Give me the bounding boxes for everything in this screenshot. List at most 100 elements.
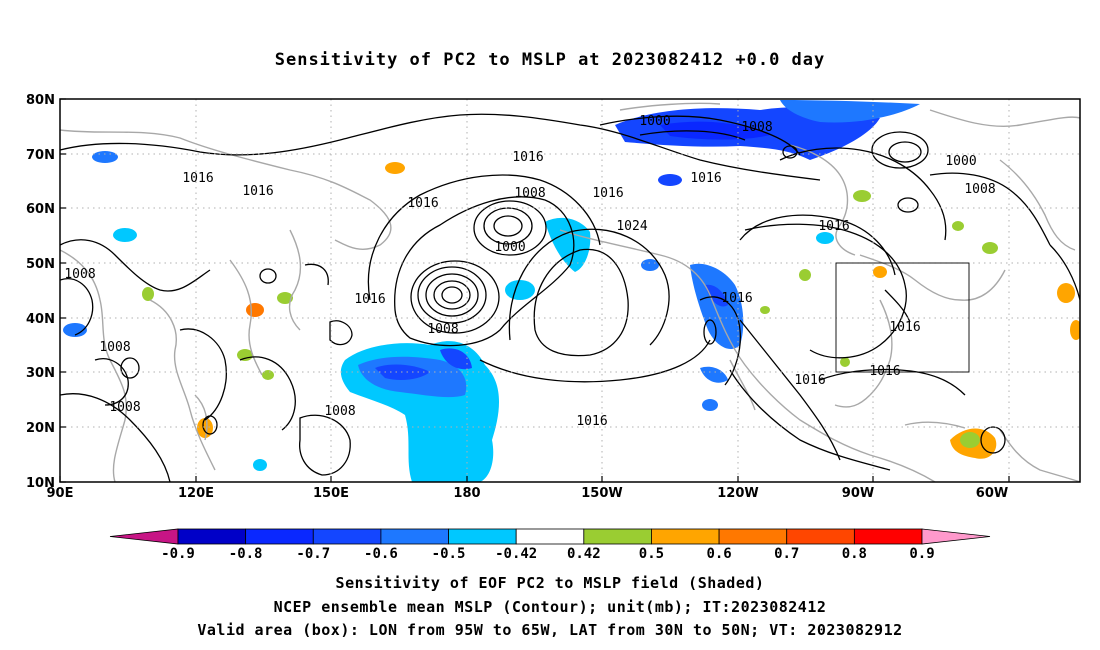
- coastlines: [60, 102, 1080, 482]
- contour-label: 1008: [109, 400, 140, 415]
- lat-label: 50N: [26, 257, 55, 272]
- lon-label: 90W: [842, 486, 874, 501]
- colorbar-swatch: [177, 528, 247, 545]
- colorbar-tick-label: -0.42: [495, 546, 537, 562]
- contour-label: 1024: [616, 219, 647, 234]
- shade-pos-2: [246, 303, 264, 317]
- contour-label: 1016: [512, 150, 543, 165]
- contour-label: 1008: [64, 267, 95, 282]
- shade-pos-14: [952, 221, 964, 231]
- shade-pos-10: [982, 242, 998, 254]
- shade-pos-11: [1057, 283, 1075, 303]
- contour-labels: 1000 1008 1016 1000 1008 1016 1016 1016 …: [64, 114, 995, 429]
- contour-label: 1000: [945, 154, 976, 169]
- shade-small-2: [113, 228, 137, 242]
- shade-pos-12: [1070, 320, 1080, 340]
- shade-arctic-north: [780, 100, 920, 123]
- contour-label: 1000: [494, 240, 525, 255]
- shade-small-6: [658, 174, 682, 186]
- shade-pos-9: [799, 269, 811, 281]
- caption-valid-area: Valid area (box): LON from 95W to 65W, L…: [197, 621, 903, 639]
- shade-pos-13: [853, 190, 871, 202]
- shade-pos-6: [237, 349, 253, 361]
- lat-label: 10N: [26, 476, 55, 491]
- shade-small-3: [63, 323, 87, 337]
- shade-pos-4: [197, 418, 213, 438]
- map-plot-area: 1000 1008 1016 1000 1008 1016 1016 1016 …: [26, 93, 1081, 501]
- colorbar-tick-label: -0.7: [296, 546, 330, 562]
- lat-label: 80N: [26, 93, 55, 108]
- colorbar: [109, 528, 991, 545]
- colorbar-tick-label: -0.8: [229, 546, 263, 562]
- contour-label: 1000: [639, 114, 670, 129]
- contour-label: 1016: [690, 171, 721, 186]
- shade-pos-18: [760, 306, 770, 314]
- lon-label: 90E: [47, 486, 74, 501]
- shade-pos-1: [385, 162, 405, 174]
- lon-label: 120E: [178, 486, 214, 501]
- shade-pos-16: [960, 432, 980, 448]
- lat-label: 20N: [26, 421, 55, 436]
- longitude-labels: 90E 120E 150E 180 150W 120W 90W 60W: [47, 486, 1009, 501]
- colorbar-swatch: [380, 528, 449, 545]
- contour-label: 1016: [794, 373, 825, 388]
- page-title: Sensitivity of PC2 to MSLP at 2023082412…: [274, 50, 826, 70]
- lon-label: 180: [453, 486, 480, 501]
- contour-label: 1016: [592, 186, 623, 201]
- colorbar-swatch: [718, 528, 788, 545]
- contour-label: 1016: [407, 196, 438, 211]
- caption-contour: NCEP ensemble mean MSLP (Contour); unit(…: [273, 598, 827, 616]
- lon-label: 150E: [313, 486, 349, 501]
- shade-westcoast-core: [705, 284, 728, 307]
- colorbar-swatch: [786, 528, 855, 545]
- plot-frame: [59, 98, 1081, 483]
- lon-label: 120W: [717, 486, 758, 501]
- contour-label: 1016: [354, 292, 385, 307]
- shade-small-5: [641, 259, 659, 271]
- colorbar-tick-label: 0.9: [909, 546, 934, 562]
- colorbar-swatch: [448, 528, 517, 545]
- shade-pos-3: [277, 292, 293, 304]
- colorbar-tick-label: 0.6: [706, 546, 731, 562]
- colorbar-swatch: [245, 528, 314, 545]
- colorbar-tick-label: 0.5: [639, 546, 664, 562]
- contour-label: 1016: [889, 320, 920, 335]
- shade-small-8: [702, 399, 718, 411]
- contour-label: 1016: [576, 414, 607, 429]
- contour-label: 1016: [721, 291, 752, 306]
- colorbar-tick-label: -0.6: [364, 546, 398, 562]
- colorbar-tick-label: -0.5: [432, 546, 466, 562]
- shade-small-4: [505, 280, 535, 300]
- colorbar-tick-label: 0.7: [774, 546, 799, 562]
- shade-pos-17: [840, 357, 850, 367]
- shade-small-1: [92, 151, 118, 163]
- contour-label: 1016: [818, 219, 849, 234]
- contour-label: 1016: [182, 171, 213, 186]
- shade-arctic-core: [660, 121, 770, 140]
- shade-small-9: [253, 459, 267, 471]
- mslp-contours: [60, 113, 1080, 482]
- lat-label: 40N: [26, 312, 55, 327]
- colorbar-right-triangle: [921, 528, 991, 545]
- lat-label: 70N: [26, 148, 55, 163]
- lat-label: 60N: [26, 202, 55, 217]
- contour-label: 1008: [324, 404, 355, 419]
- shade-pos-5: [142, 287, 154, 301]
- gridlines: [60, 99, 1080, 482]
- contour-label: 1008: [964, 182, 995, 197]
- colorbar-swatch: [853, 528, 923, 545]
- caption-shaded: Sensitivity of EOF PC2 to MSLP field (Sh…: [335, 574, 765, 592]
- lon-label: 150W: [581, 486, 622, 501]
- latitude-labels: 80N 70N 60N 50N 40N 30N 20N 10N: [26, 93, 55, 491]
- shade-pacific-sub-core2: [440, 348, 472, 370]
- lat-label: 30N: [26, 366, 55, 381]
- shade-baja: [700, 366, 728, 383]
- contour-label: 1008: [427, 322, 458, 337]
- contour-label: 1016: [869, 364, 900, 379]
- colorbar-swatch: [515, 528, 585, 545]
- shade-westcoast: [690, 263, 744, 350]
- tick-marks: [59, 98, 1010, 483]
- contour-label: 1016: [242, 184, 273, 199]
- colorbar-tick-label: -0.9: [161, 546, 195, 562]
